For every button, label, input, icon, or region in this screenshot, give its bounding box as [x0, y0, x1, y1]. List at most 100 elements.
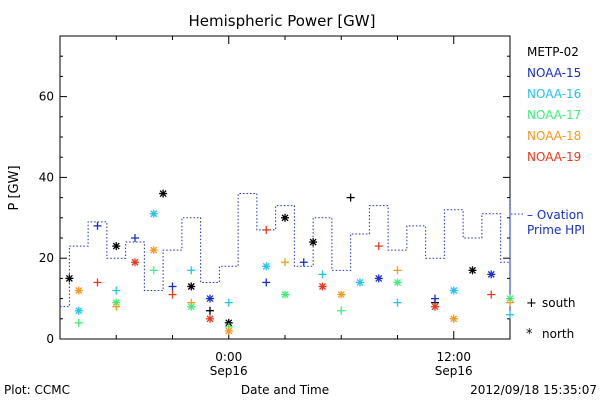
- data-point: [187, 266, 196, 275]
- data-point: [112, 298, 121, 307]
- point-stroke: [450, 315, 458, 323]
- data-point: [149, 209, 158, 218]
- point-stroke: [281, 291, 289, 299]
- point-stroke: [112, 299, 120, 307]
- point-stroke: [319, 283, 326, 290]
- footer-left: Plot: CCMC: [4, 383, 70, 397]
- data-point: [262, 225, 271, 234]
- data-point: [309, 238, 318, 247]
- y-tick-label: 20: [39, 251, 54, 265]
- x-axis-label: Date and Time: [241, 383, 329, 397]
- data-point: [206, 294, 214, 303]
- data-point: [187, 282, 196, 291]
- data-point: [356, 278, 364, 287]
- data-point: [74, 286, 83, 295]
- data-point: [337, 306, 346, 315]
- legend-entry: NOAA-16: [527, 87, 581, 101]
- x-tick-time-label: 12:00: [436, 350, 471, 364]
- x-axis: 0:00Sep1612:00Sep160:00Sep1712:00Sep170:…: [59, 36, 511, 378]
- data-point: [374, 242, 383, 251]
- data-point: [431, 302, 439, 311]
- data-point: [168, 290, 177, 299]
- point-stroke: [431, 303, 439, 311]
- data-point: [112, 302, 121, 311]
- data-point: [281, 213, 289, 222]
- y-tick-label: 40: [39, 170, 54, 184]
- point-stroke: [131, 258, 139, 266]
- y-tick-label: 0: [46, 332, 54, 346]
- point-stroke: [206, 315, 214, 323]
- x-tick-time-label: 0:00: [215, 350, 242, 364]
- point-stroke: [375, 274, 383, 282]
- model-legend-label: Prime HPI: [527, 223, 585, 237]
- data-point: [65, 274, 74, 283]
- data-point: [93, 221, 102, 230]
- point-stroke: [112, 242, 120, 250]
- data-point: [187, 298, 196, 307]
- point-stroke: [337, 291, 345, 299]
- x-tick-date-label: Sep16: [435, 364, 473, 378]
- point-stroke: [65, 274, 73, 282]
- legend-entry: METP-02: [527, 45, 579, 59]
- data-point: [487, 290, 496, 299]
- point-stroke: [225, 327, 233, 335]
- legend-entry: NOAA-17: [527, 108, 581, 122]
- data-point: [74, 318, 83, 327]
- y-tick-label: 60: [39, 90, 54, 104]
- point-stroke: [225, 319, 233, 327]
- data-point: [131, 234, 139, 242]
- legend-entry: NOAA-15: [527, 66, 581, 80]
- point-stroke: [150, 210, 158, 218]
- footer-right: 2012/09/18 15:35:07: [470, 383, 597, 397]
- data-point: [281, 258, 289, 267]
- point-stroke: [75, 307, 83, 315]
- data-point: [346, 193, 355, 202]
- marker-legend: + south * north: [526, 296, 576, 342]
- data-point: [187, 302, 196, 311]
- data-point: [281, 290, 289, 299]
- point-stroke: [187, 303, 195, 311]
- data-point: [449, 286, 458, 295]
- point-stroke: [506, 295, 514, 303]
- data-point: [262, 278, 271, 287]
- point-stroke: [262, 262, 270, 270]
- data-point: [168, 282, 177, 291]
- data-point: [93, 278, 102, 287]
- data-point: [506, 310, 514, 319]
- data-point: [393, 278, 402, 287]
- point-stroke: [75, 287, 83, 294]
- model-step-line: [60, 193, 511, 315]
- y-axis: 0 20 40 60: [39, 35, 510, 346]
- data-point: [487, 270, 496, 279]
- legend-entry: NOAA-18: [527, 129, 581, 143]
- marker-legend-label: north: [542, 327, 574, 341]
- data-point: [112, 286, 121, 295]
- point-stroke: [469, 266, 476, 274]
- data-point: [74, 306, 83, 315]
- ovation-prime-hpi-line: [60, 193, 511, 315]
- point-stroke: [356, 278, 364, 286]
- data-point: [149, 266, 158, 275]
- data-point: [206, 306, 214, 315]
- point-stroke: [487, 270, 495, 278]
- data-point: [506, 298, 514, 307]
- legend-entry: NOAA-19: [527, 150, 581, 164]
- point-stroke: [187, 283, 195, 290]
- marker-legend-label: south: [542, 296, 576, 310]
- legend: METP-02 NOAA-15 NOAA-16 NOAA-17 NOAA-18 NOAA-…: [527, 45, 581, 164]
- x-tick-date-label: Sep16: [210, 364, 248, 378]
- chart-title: Hemispheric Power [GW]: [189, 12, 376, 30]
- data-point: [131, 258, 139, 267]
- data-point: [393, 266, 402, 275]
- marker-legend-symbol: *: [526, 327, 533, 342]
- data-point: [393, 298, 402, 307]
- point-stroke: [281, 214, 289, 222]
- point-stroke: [394, 278, 401, 286]
- data-point: [318, 282, 327, 291]
- data-point: [318, 270, 327, 279]
- y-axis-label: P [GW]: [7, 165, 22, 210]
- data-point: [224, 298, 233, 307]
- marker-legend-symbol: +: [526, 296, 537, 311]
